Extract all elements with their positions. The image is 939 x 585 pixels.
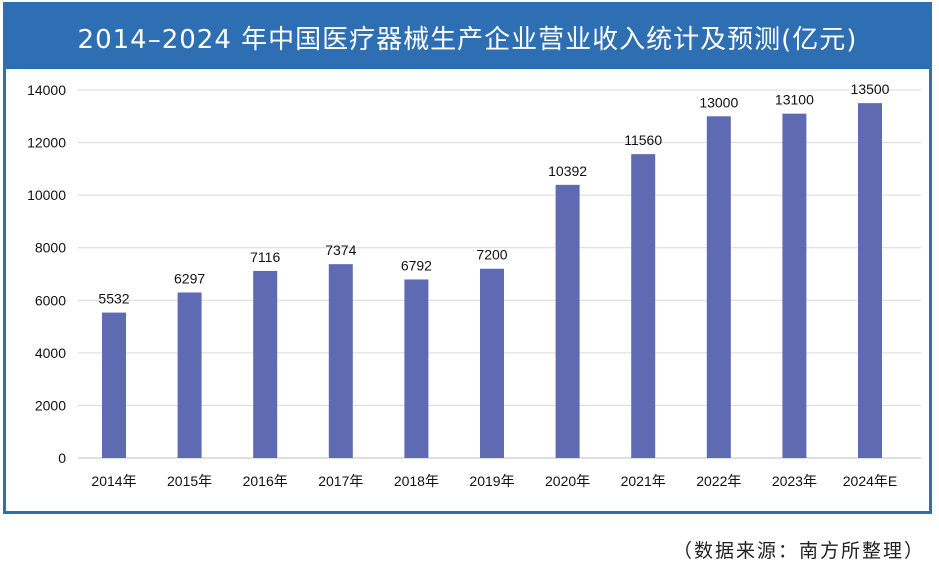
data-source-note: （数据来源：南方所整理） [672,540,925,562]
y-tick-label: 0 [58,450,66,466]
x-tick-label: 2023年 [772,473,817,489]
data-label: 13500 [851,81,890,97]
data-label: 7374 [325,242,356,258]
bar [782,113,807,459]
bar [480,268,504,458]
x-tick-label: 2022年 [696,473,741,489]
data-label: 13000 [699,94,738,110]
x-tick-label: 2021年 [621,473,666,489]
x-tick-label: 2019年 [469,473,514,489]
x-tick-label: 2020年 [545,473,590,489]
x-tick-label: 2016年 [243,473,288,489]
data-label: 6297 [174,270,205,286]
chart-title: 2014–2024 年中国医疗器械生产企业营业收入统计及预测(亿元) [6,5,929,69]
data-label: 5532 [98,291,129,307]
y-tick-label: 10000 [27,187,66,203]
y-tick-label: 6000 [35,292,66,308]
x-tick-label: 2015年 [167,473,212,489]
y-tick-label: 12000 [27,135,66,151]
bar [177,292,202,458]
y-tick-label: 2000 [35,397,66,413]
bar [631,154,656,458]
data-label: 7116 [250,249,280,265]
x-tick-label: 2018年 [394,473,439,489]
bar [328,264,353,458]
x-tick-label: 2017年 [318,473,363,489]
data-label: 6792 [401,257,432,273]
chart-frame: 2014–2024 年中国医疗器械生产企业营业收入统计及预测(亿元) 0 2000… [3,2,932,514]
data-label: 11560 [624,132,662,148]
data-label: 13100 [775,92,814,108]
bar-chart: 0 2000 4000 6000 8000 10000 12000 14000 5532 2014… [27,81,921,489]
bar [404,279,429,458]
data-label: 10392 [548,163,587,179]
y-tick-label: 4000 [35,345,66,361]
bar [706,116,731,459]
bar [858,103,882,458]
x-tick-label: 2014年 [91,473,136,489]
y-tick-label: 14000 [27,82,66,98]
bar [253,270,278,458]
y-tick-label: 8000 [35,240,66,256]
data-label: 7200 [476,247,507,263]
bar [555,184,580,458]
x-tick-label: 2024年E [843,473,897,489]
bar [102,312,126,458]
